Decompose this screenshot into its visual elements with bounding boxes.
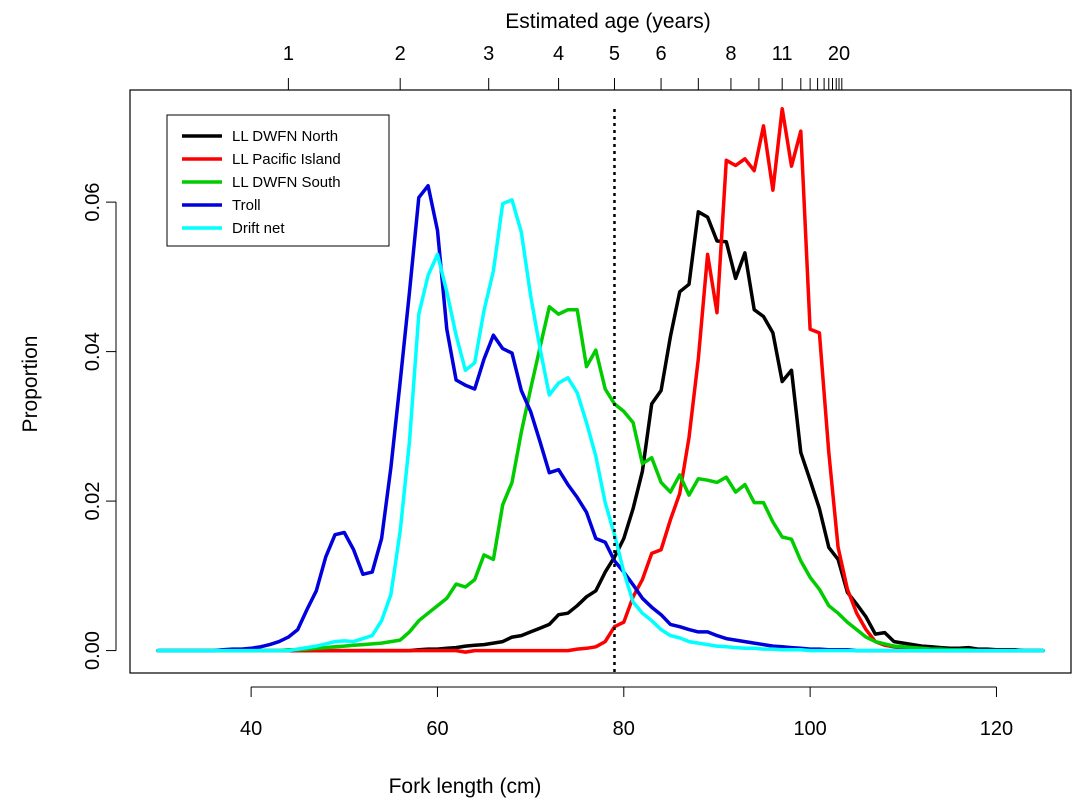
x-tick-label: 60 [426,718,448,740]
top-axis-title: Estimated age (years) [505,10,710,33]
left-axis: 0.00 0.02 0.04 0.06 [82,183,117,670]
top-tick-label: 5 [609,43,620,65]
plot-frame [129,89,1072,674]
series-layer [156,106,1045,654]
top-tick-label: 6 [655,43,666,65]
top-tick-label: 1 [283,43,294,65]
top-axis: 1 2 3 4 5 6 8 11 20 [283,43,850,90]
legend-label: LL DWFN North [232,128,338,145]
y-tick-label: 0.00 [82,631,104,670]
x-axis-title: Fork length (cm) [389,775,542,798]
y-tick-label: 0.02 [82,482,104,521]
top-tick-label: 20 [828,43,850,65]
bottom-axis: 40 60 80 100 120 [240,686,1013,740]
top-tick-label: 4 [553,43,564,65]
legend: LL DWFN North LL Pacific Island LL DWFN So… [166,114,390,247]
legend-label: LL Pacific Island [232,151,341,168]
x-tick-label: 120 [980,718,1013,740]
legend-label: Troll [232,197,261,214]
top-tick-label: 3 [483,43,494,65]
y-tick-label: 0.04 [82,332,104,371]
top-tick-label: 8 [725,43,736,65]
x-tick-label: 80 [613,718,635,740]
y-axis-title: Proportion [19,336,42,433]
top-tick-label: 2 [395,43,406,65]
legend-label: LL DWFN South [232,174,341,191]
legend-label: Drift net [232,220,285,237]
top-tick-label: 11 [772,43,793,65]
series-line-ll-dwfn-north [156,210,1045,653]
x-tick-label: 40 [240,718,262,740]
y-tick-label: 0.06 [82,183,104,222]
x-tick-label: 100 [793,718,826,740]
series-line-drift-net [156,198,1045,653]
